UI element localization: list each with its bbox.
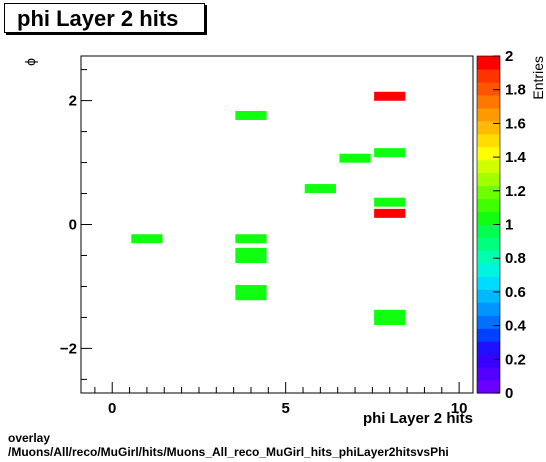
z-tick-label: 0.8: [505, 250, 526, 267]
heatmap-cell: [235, 291, 267, 301]
footer-overlay-label: overlay: [8, 431, 51, 445]
z-tick-label: 1.8: [505, 82, 526, 99]
x-axis-label: phi Layer 2 hits: [363, 410, 473, 427]
plot-frame: [80, 55, 474, 394]
palette-swatch: [477, 315, 500, 329]
heatmap-cell: [235, 285, 267, 295]
palette-swatch: [477, 237, 500, 252]
plot-area: [80, 55, 474, 394]
palette-swatch: [477, 289, 500, 303]
heatmap-cell: [304, 184, 336, 194]
palette-swatch: [477, 185, 500, 200]
chart-title: phi Layer 2 hits: [17, 6, 179, 31]
axis-labels: 0 5 10 −2 0 2 phi Layer 2 hits ϕ 0 0.2 0.4 0.6 0.8 1 1…: [22, 48, 546, 427]
heatmap-cells: [131, 91, 406, 326]
heatmap-cell: [339, 153, 371, 163]
z-tick-label: 0.2: [505, 351, 526, 368]
palette-swatch: [477, 211, 500, 226]
palette-swatch: [477, 56, 500, 70]
palette-swatch: [477, 146, 500, 161]
z-tick-label: 1.2: [505, 183, 526, 200]
heatmap-cell: [235, 247, 267, 257]
z-tick-label: 0.4: [505, 318, 527, 335]
palette-swatch: [477, 354, 500, 368]
footer-histogram-path: /Muons/All/reco/MuGirl/hits/Muons_All_re…: [8, 445, 449, 459]
z-tick-label: 0.6: [505, 284, 526, 301]
color-scale: [476, 55, 501, 394]
y-tick-label: −2: [60, 340, 77, 357]
palette-swatch: [477, 198, 500, 213]
heatmap-cell: [235, 110, 267, 120]
heatmap-cell: [374, 309, 406, 319]
z-tick-label: 1.6: [505, 115, 526, 132]
palette-swatch: [477, 367, 500, 381]
heatmap-cell: [235, 234, 267, 244]
palette-swatch: [477, 81, 500, 96]
y-tick-label: 0: [69, 217, 77, 234]
title-box: phi Layer 2 hits: [4, 3, 205, 33]
heatmap-cell: [374, 208, 406, 218]
y-tick-label: 2: [69, 93, 77, 110]
palette-swatch: [477, 380, 500, 394]
palette-swatch: [477, 341, 500, 355]
heatmap-cell: [374, 197, 406, 207]
palette-swatch: [477, 159, 500, 174]
palette-swatch: [477, 328, 500, 342]
z-tick-label: 0: [505, 385, 513, 402]
heatmap-cell: [374, 316, 406, 326]
palette-swatch: [477, 94, 500, 109]
z-tick-label: 2: [505, 48, 513, 65]
z-axis-label: Entries: [530, 56, 546, 100]
palette-swatch: [477, 263, 500, 277]
palette-swatch: [477, 107, 500, 122]
axes: [81, 69, 460, 393]
y-axis-label: ϕ: [22, 58, 38, 66]
palette-swatch: [477, 68, 500, 83]
heatmap-cell: [131, 234, 163, 244]
x-tick-label: 0: [108, 400, 116, 417]
palette-swatch: [477, 133, 500, 148]
palette-swatch: [477, 172, 500, 187]
palette-swatch: [477, 276, 500, 290]
palette-swatch: [477, 302, 500, 316]
z-tick-label: 1.4: [505, 149, 527, 166]
palette-swatch: [477, 224, 500, 239]
palette-swatch: [477, 250, 500, 264]
x-tick-label: 10: [451, 400, 468, 417]
heatmap-cell: [374, 91, 406, 101]
x-tick-label: 5: [282, 400, 290, 417]
heatmap-cell: [374, 148, 406, 158]
z-tick-label: 1: [505, 217, 513, 234]
heatmap-cell: [235, 254, 267, 264]
palette-swatch: [477, 120, 500, 135]
